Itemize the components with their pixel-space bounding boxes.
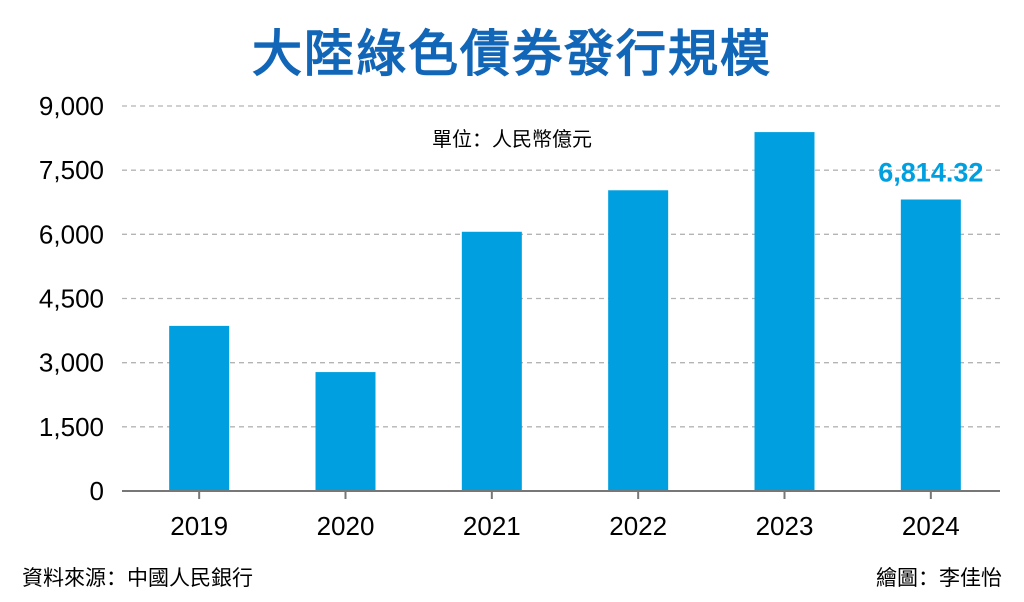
- y-axis: 0 1,500 3,000 4,500 6,000 7,500 9,000: [39, 91, 104, 506]
- source-note: 資料來源：中國人民銀行: [22, 566, 253, 590]
- bar-2021: [461, 231, 522, 491]
- y-tick-label: 0: [90, 476, 104, 506]
- y-tick-label: 3,000: [39, 348, 104, 378]
- x-tick-label: 2023: [756, 511, 814, 541]
- y-tick-label: 6,000: [39, 219, 104, 249]
- bar-2022: [608, 190, 669, 491]
- bar-2020: [315, 372, 376, 491]
- x-tick-label: 2022: [609, 511, 667, 541]
- x-tick-label: 2024: [902, 511, 960, 541]
- y-tick-label: 4,500: [39, 284, 104, 314]
- x-axis: 2019 2020 2021 2022 2023 2024: [122, 490, 1000, 541]
- bars: 6,814.32: [169, 132, 983, 491]
- x-tick-label: 2019: [170, 511, 228, 541]
- chart-title: 大陸綠色債券發行規模: [252, 25, 772, 83]
- data-label-2024: 6,814.32: [878, 157, 983, 187]
- unit-label: 單位：人民幣億元: [432, 127, 592, 151]
- y-tick-label: 9,000: [39, 91, 104, 121]
- credit-note: 繪圖：李佳怡: [876, 566, 1002, 590]
- x-tick-label: 2020: [317, 511, 375, 541]
- bar-2019: [169, 325, 230, 491]
- y-tick-label: 1,500: [39, 412, 104, 442]
- bar-2024: [900, 199, 961, 491]
- x-tick-label: 2021: [463, 511, 521, 541]
- y-tick-label: 7,500: [39, 155, 104, 185]
- grid-lines: [122, 105, 1000, 428]
- bar-2023: [754, 132, 815, 491]
